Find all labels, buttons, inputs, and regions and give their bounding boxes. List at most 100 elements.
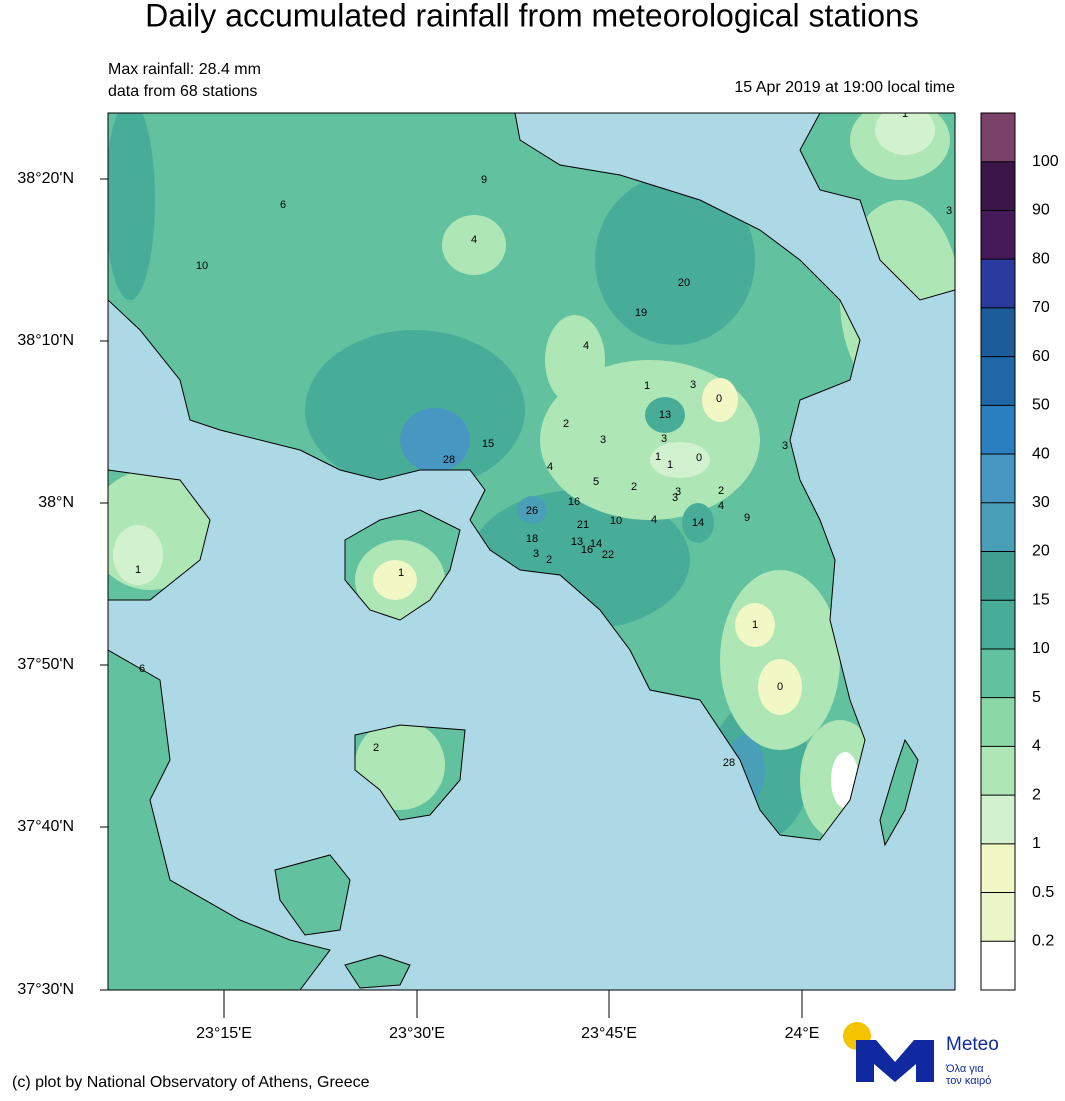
colorbar-bin	[981, 795, 1015, 844]
station-value: 18	[526, 533, 538, 545]
station-value: 1	[667, 459, 673, 471]
lon-label: 23°30'E	[389, 1025, 445, 1042]
timestamp: 15 Apr 2019 at 19:00 local time	[734, 79, 955, 96]
logo-mark	[856, 1040, 934, 1082]
colorbar-frame	[980, 112, 1016, 991]
station-value: 22	[602, 549, 614, 561]
colorbar-bin	[981, 892, 1015, 942]
station-value: 9	[744, 512, 750, 524]
stations-note: data from 68 stations	[108, 83, 257, 100]
colorbar-label: 10	[1032, 640, 1050, 657]
colorbar-label: 80	[1032, 250, 1050, 267]
lon-label: 23°45'E	[581, 1025, 637, 1042]
station-value: 16	[581, 544, 593, 556]
lon-label: 23°15'E	[196, 1025, 252, 1042]
station-value: 3	[675, 486, 681, 498]
colorbar-label: 60	[1032, 348, 1050, 365]
station-value: 13	[571, 536, 583, 548]
station-value: 10	[610, 515, 622, 527]
station-value: 4	[718, 500, 724, 512]
station-value: 1	[398, 567, 404, 579]
station-value: 0	[777, 681, 783, 693]
colorbar: 0.2 0.5 1 2 4 5 10 15 20 30 40 50 60 70 80 90 100	[980, 112, 1059, 991]
axes: 38°20'N 38°10'N 38°N 37°50'N 37°40'N 37°30'N 2…	[17, 170, 819, 1042]
colorbar-label: 5	[1032, 689, 1041, 706]
colorbar-bin	[981, 113, 1015, 162]
station-value: 0	[696, 452, 702, 464]
station-value: 5	[593, 476, 599, 488]
colorbar-label: 20	[1032, 543, 1050, 560]
colorbar-bin	[981, 405, 1015, 455]
colorbar-label: 30	[1032, 494, 1050, 511]
station-value: 10	[196, 260, 208, 272]
colorbar-bin	[981, 746, 1015, 796]
colorbar-label: 70	[1032, 299, 1050, 316]
station-value: 3	[533, 548, 539, 560]
colorbar-bin	[981, 454, 1015, 503]
station-value: 2	[373, 742, 379, 754]
colorbar-bin	[981, 551, 1015, 601]
station-value: 4	[471, 234, 477, 246]
lat-label: 37°40'N	[17, 818, 74, 835]
colorbar-label: 100	[1032, 153, 1059, 170]
colorbar-bin	[981, 843, 1015, 893]
colorbar-bin	[981, 941, 1015, 990]
station-value: 6	[139, 663, 145, 675]
colorbar-bin	[981, 648, 1015, 698]
colorbar-label: 4	[1032, 738, 1041, 755]
logo: Meteo Όλα για τον καιρό	[843, 1022, 999, 1087]
station-value: 15	[482, 438, 494, 450]
station-value: 3	[600, 434, 606, 446]
station-value: 6	[280, 199, 286, 211]
station-value: 0	[716, 393, 722, 405]
station-value: 28	[723, 757, 735, 769]
station-value: 3	[661, 433, 667, 445]
station-value: 1	[644, 380, 650, 392]
logo-tagline: τον καιρό	[946, 1075, 991, 1087]
colorbar-label: 40	[1032, 445, 1050, 462]
colorbar-label: 15	[1032, 591, 1050, 608]
station-value: 3	[690, 379, 696, 391]
logo-name: Meteo	[946, 1034, 999, 1055]
station-value: 28	[443, 454, 455, 466]
lat-label: 37°30'N	[17, 981, 74, 998]
colorbar-label: 90	[1032, 202, 1050, 219]
max-rainfall: Max rainfall: 28.4 mm	[108, 61, 261, 78]
station-value: 1	[135, 564, 141, 576]
station-value: 2	[546, 554, 552, 566]
station-value: 19	[635, 307, 647, 319]
lat-label: 38°10'N	[17, 332, 74, 349]
station-value: 16	[568, 496, 580, 508]
colorbar-bin	[981, 259, 1015, 308]
station-value: 20	[678, 277, 690, 289]
colorbar-bin	[981, 210, 1015, 260]
colorbar-bin	[981, 161, 1015, 211]
station-value: 26	[526, 505, 538, 517]
lon-label: 24°E	[785, 1025, 820, 1042]
station-value: 4	[583, 340, 589, 352]
title: Daily accumulated rainfall from meteorol…	[145, 0, 919, 33]
lat-label: 38°20'N	[17, 170, 74, 187]
lat-label: 37°50'N	[17, 656, 74, 673]
colorbar-bin	[981, 307, 1015, 357]
station-value: 2	[631, 481, 637, 493]
colorbar-label: 0.2	[1032, 932, 1054, 949]
colorbar-bin	[981, 697, 1015, 747]
station-value: 1	[655, 451, 661, 463]
footer: (c) plot by National Observatory of Athe…	[12, 1074, 370, 1091]
colorbar-label: 1	[1032, 835, 1041, 852]
station-value: 13	[659, 409, 671, 421]
colorbar-bin	[981, 502, 1015, 552]
station-value: 2	[563, 418, 569, 430]
colorbar-label: 50	[1032, 397, 1050, 414]
colorbar-bin	[981, 600, 1015, 649]
station-value: 3	[672, 492, 678, 504]
colorbar-label: 0.5	[1032, 884, 1054, 901]
lat-label: 38°N	[38, 494, 74, 511]
station-value: 14	[692, 517, 704, 529]
logo-tagline: Όλα για	[945, 1063, 984, 1075]
colorbar-bin	[981, 356, 1015, 406]
